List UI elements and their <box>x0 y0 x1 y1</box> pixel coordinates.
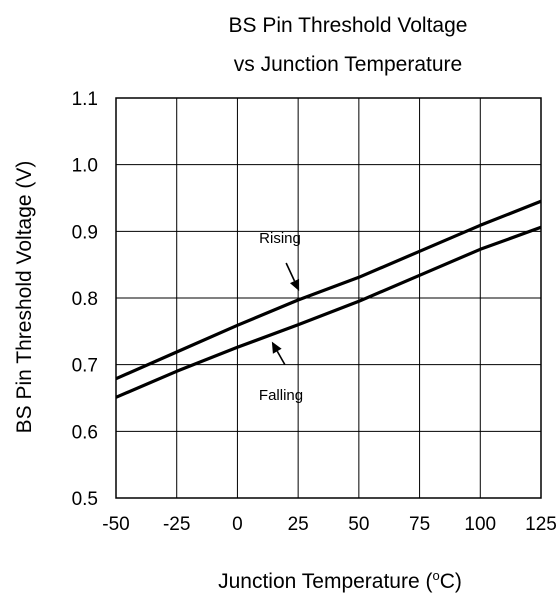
x-tick-label: 100 <box>464 514 496 535</box>
y-axis-label: BS Pin Threshold Voltage (V) <box>13 161 36 434</box>
x-tick-label: -50 <box>102 514 129 535</box>
x-tick-label: 125 <box>525 514 557 535</box>
y-tick-label: 0.5 <box>72 489 98 510</box>
y-tick-label: 0.6 <box>72 422 98 443</box>
plot-frame <box>115 97 542 499</box>
x-tick-label: 25 <box>288 514 309 535</box>
annotation-falling-arrow <box>276 350 286 366</box>
annotation-rising-arrow <box>285 262 296 282</box>
series-layer <box>115 199 542 399</box>
y-tick-label: 0.9 <box>72 222 98 243</box>
annotation-falling-label: Falling <box>259 387 303 404</box>
x-tick-label: 75 <box>409 514 430 535</box>
annotation-falling-arrowhead <box>271 341 282 354</box>
x-tick-label: 50 <box>348 514 369 535</box>
y-tick-label: 1.0 <box>72 156 98 177</box>
y-tick-label: 1.1 <box>72 89 98 110</box>
x-tick-labels: -50 -25 0 25 50 75 100 125 <box>102 514 557 535</box>
series-line-falling <box>115 225 542 399</box>
x-tick-label: 0 <box>232 514 243 535</box>
series-line-rising <box>115 199 542 381</box>
chart-title-line1: BS Pin Threshold Voltage <box>229 14 468 37</box>
annotation-rising-label: Rising <box>259 230 301 247</box>
y-tick-label: 0.7 <box>72 356 98 377</box>
chart-title-line2: vs Junction Temperature <box>234 53 462 76</box>
y-tick-labels: 0.5 0.6 0.7 0.8 0.9 1.0 1.1 <box>72 89 98 510</box>
annotation-rising-arrowhead <box>289 278 300 291</box>
y-tick-label: 0.8 <box>72 289 98 310</box>
grid-lines <box>116 98 541 498</box>
x-tick-label: -25 <box>163 514 190 535</box>
x-axis-label: Junction Temperature (oC) <box>218 568 462 593</box>
